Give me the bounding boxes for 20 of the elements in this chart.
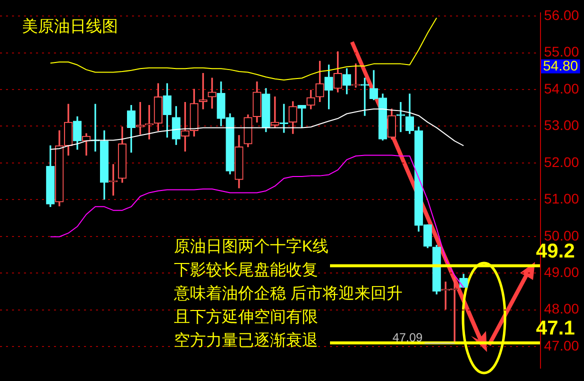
y-tick-label: 47.00 bbox=[544, 337, 580, 354]
y-tick-label: 56.00 bbox=[544, 6, 580, 23]
annotation: 下影较长尾盘能收复 bbox=[174, 260, 318, 279]
y-tick-label: 54.00 bbox=[544, 80, 580, 96]
chart-title: 美原油日线图 bbox=[22, 17, 118, 36]
annotation: 意味着油价企稳 后市将迎来回升 bbox=[173, 284, 402, 302]
y-tick-label: 53.00 bbox=[544, 117, 580, 134]
y-tick-label: 55.00 bbox=[544, 44, 580, 60]
annotation: 空方力量已逐渐衰退 bbox=[174, 331, 318, 350]
y-tick-label: 50.00 bbox=[544, 227, 580, 244]
annotation: 且下方延伸空间有限 bbox=[174, 308, 318, 326]
y-tick-label: 51.00 bbox=[544, 190, 580, 207]
text: 54.80 bbox=[543, 57, 578, 74]
candlestick bbox=[270, 96, 280, 128]
annotation: 原油日图两个十字K线 bbox=[174, 237, 329, 256]
y-tick-label: 52.00 bbox=[544, 154, 580, 170]
y-tick-label: 48.00 bbox=[544, 300, 580, 317]
annotation: 47.09 bbox=[392, 330, 423, 345]
candlestick bbox=[208, 78, 216, 109]
y-tick-label: 49.00 bbox=[544, 264, 580, 280]
